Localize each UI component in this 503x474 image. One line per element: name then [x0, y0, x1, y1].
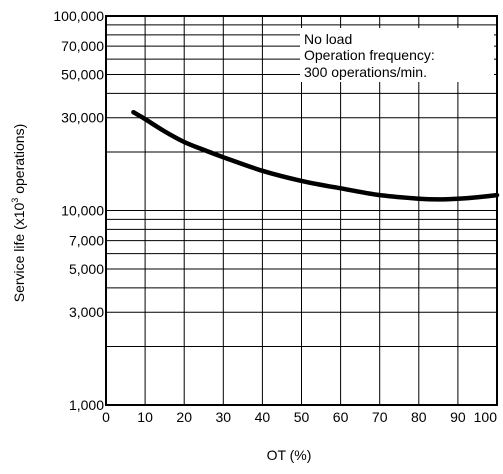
y-tick-label-5: 30,000: [61, 110, 104, 126]
service-life-curve: [131, 109, 500, 202]
y-axis-label-superscript: 3: [10, 198, 20, 203]
annotation-box: No load Operation frequency: 300 operati…: [300, 28, 494, 82]
x-tick-label-0: 0: [102, 409, 110, 425]
x-tick-label-2: 20: [176, 409, 192, 425]
y-tick-label-7: 70,000: [61, 38, 104, 54]
x-tick-label-10: 100: [474, 409, 498, 425]
annotation-line-2: Operation frequency:: [304, 47, 435, 63]
y-tick-label-3: 7,000: [69, 233, 104, 249]
annotation-line-3: 300 operations/min.: [304, 64, 427, 80]
plot-frame: [105, 15, 498, 406]
y-tick-labels: 1,000 3,000 5,000 7,000 10,000 30,000 50,000 70…: [53, 8, 104, 413]
x-tick-label-8: 80: [411, 409, 427, 425]
x-tick-label-5: 50: [294, 409, 310, 425]
y-axis-label-tail: operations): [11, 124, 27, 198]
x-tick-label-7: 70: [372, 409, 388, 425]
x-tick-label-6: 60: [333, 409, 349, 425]
y-tick-label-6: 50,000: [61, 67, 104, 83]
y-tick-label-8: 100,000: [53, 8, 104, 24]
x-tick-label-1: 10: [137, 409, 153, 425]
annotation-background: [300, 28, 494, 82]
x-tick-label-9: 90: [450, 409, 466, 425]
y-tick-label-4: 10,000: [61, 203, 104, 219]
y-axis-label-main: Service life (x10: [11, 202, 27, 302]
x-tick-label-4: 40: [255, 409, 271, 425]
y-tick-label-2: 5,000: [69, 261, 104, 277]
x-tick-labels: 0 10 20 30 40 50 60 70 80 90 100: [102, 409, 497, 425]
x-tick-label-3: 30: [216, 409, 232, 425]
y-tick-label-0: 1,000: [69, 397, 104, 413]
y-axis-label: Service life (x103 operations): [10, 124, 27, 303]
x-axis-label: OT (%): [267, 447, 312, 463]
y-tick-label-1: 3,000: [69, 304, 104, 320]
annotation-line-1: No load: [304, 31, 352, 47]
